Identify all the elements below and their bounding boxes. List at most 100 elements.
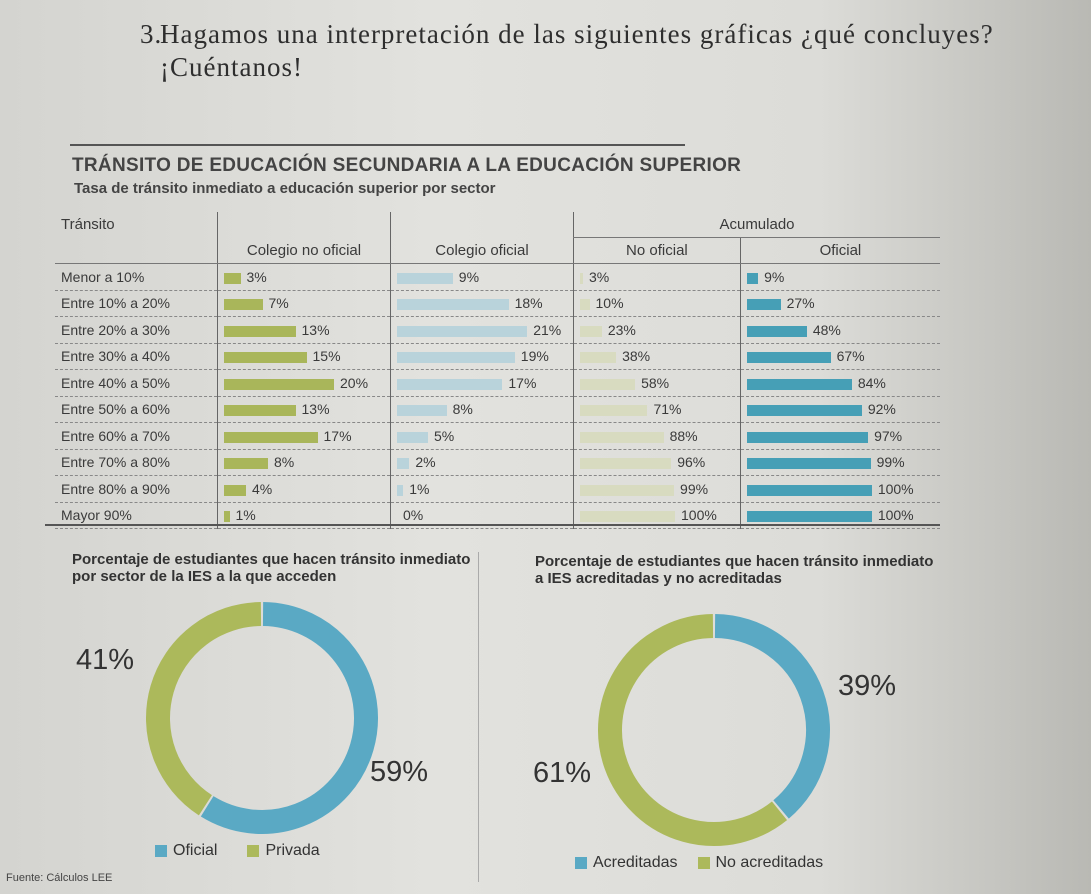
value-label: 67% <box>836 348 865 365</box>
question-text: 3. Hagamos una interpretación de las sigu… <box>140 19 994 82</box>
divider <box>45 524 940 526</box>
value-label: 48% <box>812 321 841 338</box>
cell-acum-no-oficial: 3% <box>573 263 741 291</box>
cell-no-oficial: 20% <box>217 369 391 397</box>
cell-acum-no-oficial: 10% <box>573 290 741 317</box>
cell-acum-no-oficial: 38% <box>573 343 741 370</box>
bar-acum-no-oficial <box>580 325 602 337</box>
pie2-label-acreditadas: 39% <box>838 670 897 702</box>
row-label: Entre 30% a 40% <box>55 343 218 370</box>
cell-acum-oficial: 48% <box>739 316 940 344</box>
bar-oficial <box>397 431 428 443</box>
value-label: 0% <box>403 507 424 524</box>
bar-acum-no-oficial <box>580 299 590 311</box>
value-label: 8% <box>452 401 473 418</box>
table-row: Entre 80% a 90% 4% 1% 99% 100% <box>55 475 940 503</box>
legend-swatch-privada <box>247 845 260 857</box>
row-label: Entre 20% a 30% <box>55 316 218 344</box>
bar-no-oficial <box>224 272 241 284</box>
bar-acum-oficial <box>746 272 759 284</box>
donut-slice-oficial <box>200 602 378 834</box>
cell-oficial: 17% <box>390 369 574 397</box>
col-header-acum-no-oficial: No oficial <box>573 237 741 264</box>
value-label: 4% <box>252 480 273 497</box>
bar-no-oficial <box>224 405 296 417</box>
cell-acum-oficial: 84% <box>739 369 940 397</box>
cell-acum-no-oficial: 88% <box>573 422 741 450</box>
bar-acum-oficial <box>746 352 831 364</box>
value-label: 18% <box>514 295 543 312</box>
value-label: 38% <box>622 348 651 365</box>
value-label: 88% <box>669 427 698 444</box>
value-label: 3% <box>589 268 610 285</box>
bar-no-oficial <box>224 431 318 443</box>
row-label: Entre 60% a 70% <box>55 422 218 450</box>
donut-slice-acreditadas <box>714 614 830 819</box>
cell-acum-oficial: 97% <box>739 422 940 450</box>
value-label: 15% <box>312 348 341 365</box>
value-label: 23% <box>607 321 636 338</box>
pie2-label-no-acreditadas: 61% <box>533 757 592 789</box>
row-label: Entre 50% a 60% <box>55 396 218 423</box>
bar-acum-oficial <box>746 299 781 311</box>
bar-acum-no-oficial <box>580 511 675 523</box>
cell-acum-no-oficial: 58% <box>573 369 741 397</box>
value-label: 58% <box>641 374 670 391</box>
cell-acum-no-oficial: 71% <box>573 396 741 423</box>
value-label: 19% <box>520 348 549 365</box>
bar-oficial <box>397 405 447 417</box>
value-label: 9% <box>458 268 480 285</box>
donut-slice-no-acreditadas <box>598 614 788 846</box>
bar-oficial <box>397 484 404 496</box>
bar-no-oficial <box>224 325 296 337</box>
col-header-no-oficial: Colegio no oficial <box>217 212 391 264</box>
cell-oficial: 18% <box>390 290 574 317</box>
table-title: TRÁNSITO DE EDUCACIÓN SECUNDARIA A LA ED… <box>72 155 742 176</box>
bar-no-oficial <box>224 458 268 470</box>
cell-oficial: 19% <box>390 343 574 370</box>
cell-acum-oficial: 99% <box>739 449 940 476</box>
pie1-legend: Oficial Privada <box>155 842 320 860</box>
bar-oficial <box>397 458 410 470</box>
cell-acum-no-oficial: 99% <box>573 475 741 503</box>
cell-no-oficial: 8% <box>217 449 391 476</box>
bar-oficial <box>397 378 503 390</box>
cell-acum-oficial: 67% <box>739 343 940 370</box>
value-label: 92% <box>867 401 896 418</box>
value-label: 13% <box>301 401 330 418</box>
table-subtitle: Tasa de tránsito inmediato a educación s… <box>74 180 496 197</box>
table-row: Menor a 10% 3% 9% 3% 9% <box>55 263 940 291</box>
table-row: Entre 10% a 20% 7% 18% 10% 27% <box>55 290 940 317</box>
value-label: 2% <box>415 454 436 471</box>
value-label: 10% <box>595 295 624 312</box>
value-label: 100% <box>877 480 914 497</box>
cell-acum-oficial: 92% <box>739 396 940 423</box>
cell-no-oficial: 15% <box>217 343 391 370</box>
cell-oficial: 9% <box>390 263 574 291</box>
value-label: 99% <box>680 480 709 497</box>
row-label: Entre 70% a 80% <box>55 449 218 476</box>
value-label: 13% <box>301 321 330 338</box>
value-label: 1% <box>235 507 256 524</box>
bar-acum-oficial <box>746 431 869 443</box>
bar-acum-oficial <box>746 325 807 337</box>
col-header-acum-oficial: Oficial <box>739 237 940 264</box>
bar-no-oficial <box>224 352 307 364</box>
bar-no-oficial <box>224 299 263 311</box>
bar-no-oficial <box>224 484 246 496</box>
value-label: 5% <box>434 427 455 444</box>
cell-acum-no-oficial: 96% <box>573 449 741 476</box>
transit-table: Tránsito Colegio no oficial Colegio ofic… <box>55 212 940 529</box>
value-label: 99% <box>876 454 905 471</box>
pie1-label-privada: 41% <box>76 644 135 676</box>
value-label: 8% <box>274 454 295 471</box>
value-label: 20% <box>340 374 369 391</box>
value-label: 71% <box>653 401 682 418</box>
legend-swatch-acreditadas <box>575 857 587 869</box>
bar-acum-no-oficial <box>580 458 672 470</box>
bar-no-oficial <box>224 511 230 523</box>
cell-acum-oficial: 100% <box>739 475 940 503</box>
table-row: Entre 70% a 80% 8% 2% 96% 99% <box>55 449 940 476</box>
table-row: Entre 20% a 30% 13% 21% 23% 48% <box>55 316 940 344</box>
group-header-acumulado: Acumulado <box>573 212 940 238</box>
